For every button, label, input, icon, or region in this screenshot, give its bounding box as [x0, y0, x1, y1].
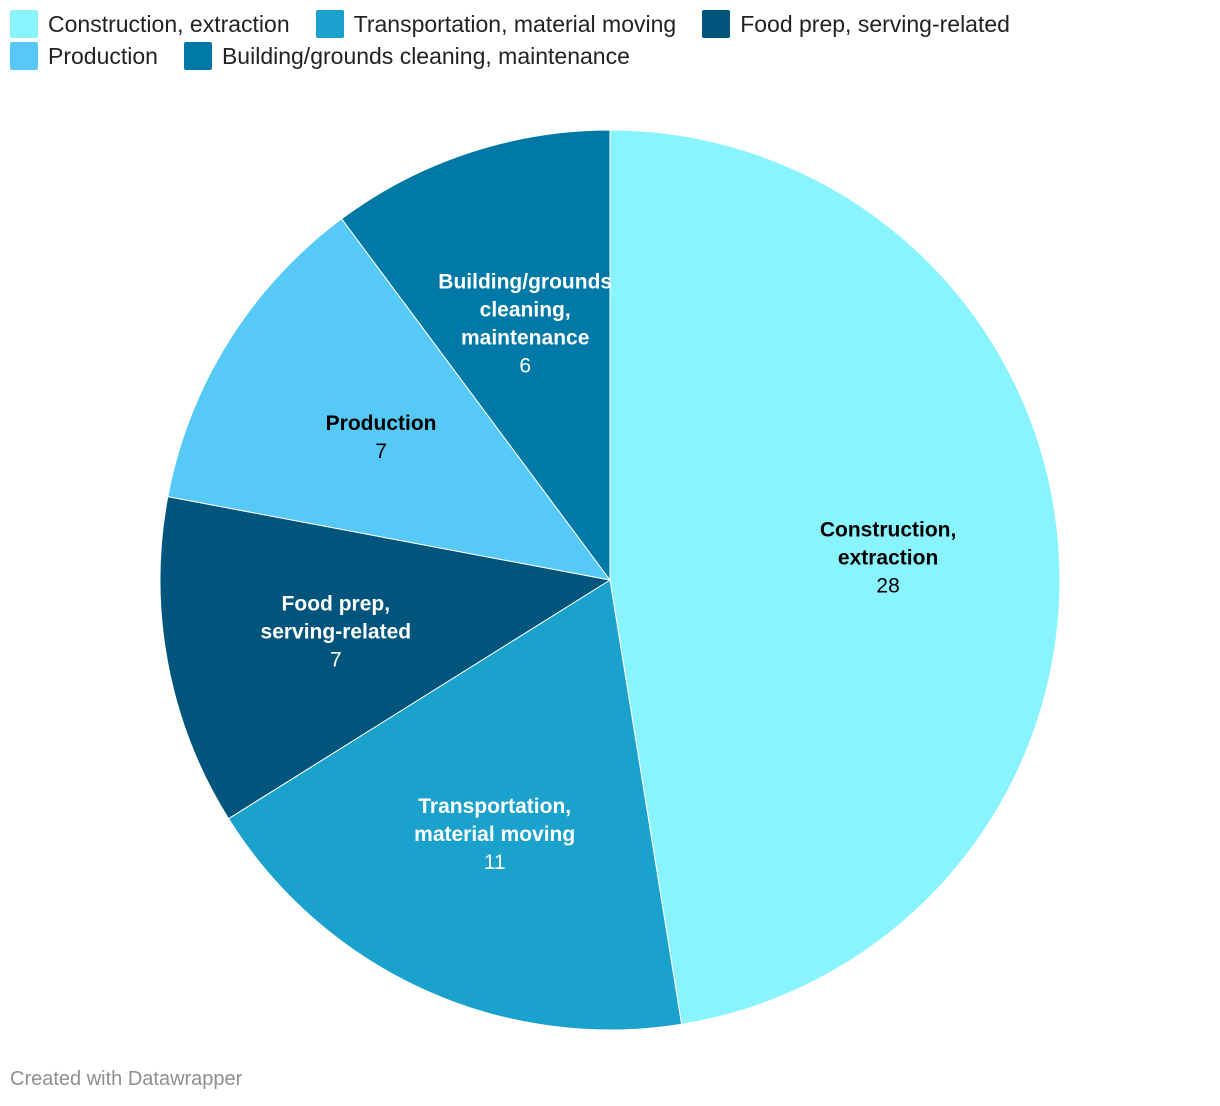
slice-label-name-transportation: Transportation, [418, 795, 571, 818]
slice-label-production: Production 7 [326, 412, 437, 463]
slice-label-building: Building/grounds cleaning, maintenance 6 [438, 271, 612, 378]
legend-swatch-production [10, 42, 38, 70]
slice-label-value-building: 6 [519, 355, 531, 378]
legend-item-building: Building/grounds cleaning, maintenance [183, 42, 630, 70]
slice-label-construction: Construction, extraction 28 [820, 519, 957, 598]
legend-label-building: Building/grounds cleaning, maintenance [221, 42, 630, 69]
slice-label-name-construction: extraction [838, 547, 938, 570]
legend-label-production: Production [48, 42, 158, 69]
slice-label-value-food-prep: 7 [330, 649, 342, 672]
slice-label-value-transportation: 11 [484, 851, 506, 874]
legend-row-1: Construction, extraction Transportation,… [10, 8, 1210, 40]
pie-slice-construction [609, 129, 1061, 1025]
legend-item-food-prep: Food prep, serving-related [702, 10, 1010, 38]
legend-swatch-building [183, 42, 212, 70]
legend-swatch-food-prep [702, 10, 731, 38]
slice-label-name-building: maintenance [461, 327, 589, 350]
slice-label-name-food-prep: serving-related [261, 621, 412, 644]
chart-legend: Construction, extraction Transportation,… [10, 8, 1210, 72]
pie-slice-production [167, 218, 612, 581]
slice-label-value-construction: 28 [876, 575, 899, 598]
legend-item-production: Production [10, 42, 158, 70]
legend-item-construction: Construction, extraction [10, 10, 290, 38]
legend-swatch-construction [10, 10, 38, 38]
slice-label-name-food-prep: Food prep, [282, 593, 391, 616]
legend-swatch-transportation [315, 10, 344, 38]
footer-credit: Created with Datawrapper [10, 1068, 243, 1090]
slice-label-name-building: Building/grounds [438, 271, 612, 294]
slice-label-name-transportation: material moving [414, 823, 575, 846]
legend-label-food-prep: Food prep, serving-related [740, 10, 1010, 37]
pie-labels: Construction, extraction 28 Transportation,… [261, 271, 957, 874]
legend-label-construction: Construction, extraction [48, 10, 290, 37]
slice-label-name-production: Production [326, 412, 437, 435]
pie-slice-building [340, 129, 611, 582]
pie-slice-food-prep [159, 496, 612, 820]
slice-label-food-prep: Food prep, serving-related 7 [261, 593, 412, 672]
pie-slices [159, 129, 1061, 1031]
slice-label-name-building: cleaning, [480, 299, 571, 322]
legend-row-2: Production Building/grounds cleaning, ma… [10, 40, 1210, 72]
legend-label-transportation: Transportation, material moving [353, 10, 677, 37]
slice-label-transportation: Transportation, material moving 11 [414, 795, 575, 874]
slice-label-name-construction: Construction, [820, 519, 957, 542]
legend-item-transportation: Transportation, material moving [315, 10, 677, 38]
slice-label-value-production: 7 [375, 440, 387, 463]
pie-slice-transportation [227, 579, 683, 1031]
